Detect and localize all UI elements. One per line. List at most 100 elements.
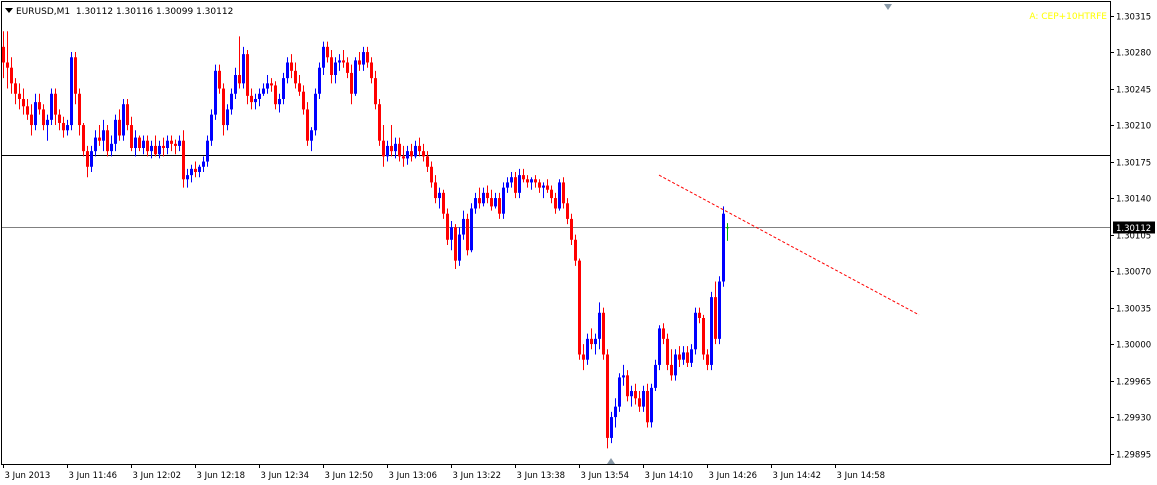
- candle: [278, 93, 281, 113]
- candle: [410, 143, 413, 162]
- candle-body: [582, 354, 585, 360]
- candle-body: [18, 93, 21, 99]
- candle: [42, 104, 45, 131]
- candle-body: [230, 93, 233, 110]
- candle-body: [486, 192, 489, 199]
- candle-body: [190, 168, 193, 176]
- price-tag-label: 1.30112: [1116, 224, 1151, 234]
- candle-body: [638, 398, 641, 407]
- candle: [538, 179, 541, 193]
- candle-body: [358, 60, 361, 65]
- candle: [542, 182, 545, 199]
- candle-body: [382, 140, 385, 157]
- horizontal-lines: [2, 155, 1110, 228]
- plot-frame: [1, 1, 1111, 465]
- candle-body: [126, 104, 129, 126]
- candle: [574, 234, 577, 266]
- candle: [502, 182, 505, 219]
- y-tick-label: 1.30280: [1116, 49, 1151, 59]
- candle: [706, 349, 709, 371]
- candle-body: [322, 46, 325, 68]
- candle: [642, 385, 645, 412]
- candle-body: [198, 166, 201, 172]
- candle-body: [446, 213, 449, 240]
- candle-body: [106, 130, 109, 152]
- candle-body: [546, 185, 549, 190]
- candle: [258, 88, 261, 107]
- candle-body: [82, 125, 85, 152]
- candle-body: [558, 182, 561, 209]
- candle-body: [2, 46, 5, 63]
- candle-body: [226, 109, 229, 126]
- candle: [94, 130, 97, 157]
- candle-body: [670, 364, 673, 376]
- candle-body: [422, 151, 425, 157]
- candle-body: [30, 114, 33, 126]
- candle-body: [470, 208, 473, 251]
- shift-markers: [607, 4, 892, 464]
- candle-body: [34, 102, 37, 126]
- candle: [326, 41, 329, 63]
- candle-body: [338, 60, 341, 63]
- candle: [482, 187, 485, 207]
- candle: [402, 145, 405, 167]
- candle: [698, 307, 701, 324]
- candle: [86, 145, 89, 178]
- symbol-header[interactable]: EURUSD,M1 1.30112 1.30116 1.30099 1.3011…: [5, 7, 233, 17]
- candle-body: [182, 140, 185, 180]
- candle: [710, 291, 713, 371]
- candle-body: [26, 106, 29, 115]
- candle: [690, 344, 693, 368]
- candle-body: [386, 145, 389, 157]
- candle: [418, 137, 421, 157]
- candle: [310, 127, 313, 152]
- candle-body: [526, 179, 529, 183]
- candle-body: [294, 70, 297, 84]
- candle-body: [462, 218, 465, 235]
- candle-body: [418, 145, 421, 152]
- candle: [282, 72, 285, 105]
- candle-body: [154, 145, 157, 155]
- candle: [522, 168, 525, 183]
- candle-body: [46, 119, 49, 126]
- candle-body: [706, 354, 709, 365]
- candle: [90, 145, 93, 172]
- candle-body: [122, 104, 125, 136]
- candle: [422, 143, 425, 162]
- candle: [274, 81, 277, 110]
- candle: [438, 187, 441, 209]
- candle: [166, 135, 169, 155]
- candle: [262, 83, 265, 96]
- candle: [134, 130, 137, 157]
- candle-body: [378, 104, 381, 141]
- y-tick-label: 1.29895: [1116, 451, 1151, 461]
- candle-body: [474, 198, 477, 209]
- candle: [654, 359, 657, 391]
- candle: [494, 192, 497, 209]
- candle: [610, 411, 613, 444]
- candle: [314, 88, 317, 136]
- candle-body: [14, 83, 17, 94]
- x-tick-label: 3 Jun 12:02: [133, 471, 182, 481]
- candle-body: [594, 338, 597, 345]
- candle-body: [690, 349, 693, 363]
- y-tick-label: 1.29965: [1116, 378, 1151, 388]
- x-tick-label: 3 Jun 14:58: [837, 471, 886, 481]
- candle: [514, 171, 517, 199]
- candle: [154, 135, 157, 157]
- candle-body: [442, 192, 445, 214]
- candle-body: [74, 57, 77, 94]
- candle-body: [410, 151, 413, 157]
- candle: [598, 302, 601, 350]
- candle-body: [262, 88, 265, 94]
- candle: [70, 52, 73, 131]
- candle: [446, 208, 449, 245]
- candle: [634, 383, 637, 405]
- y-tick-label: 1.30210: [1116, 122, 1151, 132]
- chart-menu-arrow-icon[interactable]: [5, 8, 13, 13]
- candle: [454, 224, 457, 269]
- price-tag-bg: [1113, 221, 1155, 234]
- candle-body: [306, 109, 309, 141]
- candle: [490, 189, 493, 211]
